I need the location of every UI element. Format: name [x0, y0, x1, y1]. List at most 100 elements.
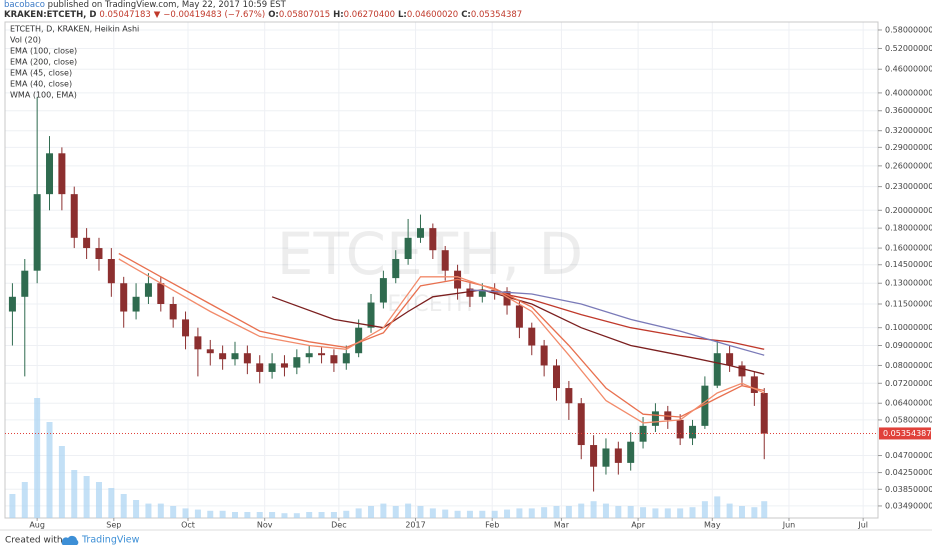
volume-bar [293, 513, 300, 518]
candle-body [144, 283, 152, 297]
volume-bar [182, 508, 189, 518]
published: published on TradingView.com, May 22, 20… [47, 0, 286, 10]
c-label: C: [461, 10, 471, 20]
candle-body [478, 289, 486, 297]
volume-bar [454, 510, 461, 518]
volume-bar [343, 510, 350, 518]
candle-body [639, 425, 647, 442]
volume-bar [417, 506, 424, 518]
x-tick-label: Sep [106, 521, 121, 530]
volume-bar [677, 508, 684, 518]
y-tick-label: 0.40000000 [885, 88, 932, 97]
candle-body [689, 425, 697, 439]
volume-bar [701, 501, 708, 518]
y-tick-label: 0.05800000 [885, 415, 932, 424]
volume-bar [58, 446, 65, 518]
candle-body [70, 194, 78, 238]
volume-bar [553, 506, 560, 518]
x-tick-label: Dec [331, 521, 346, 530]
volume-bar [565, 506, 572, 518]
candle-body [268, 363, 276, 372]
y-tick-label: 0.16000000 [885, 244, 932, 253]
candle-body [33, 194, 41, 271]
chart-info: ETCETH, D, KRAKEN, Heikin Ashi [10, 25, 139, 34]
open: 0.05807015 [278, 10, 331, 20]
y-tick-label: 0.29000000 [885, 143, 932, 152]
y-tick-label: 0.08000000 [885, 361, 932, 370]
volume-bar [269, 512, 276, 518]
candle-body [713, 353, 721, 386]
x-tick-label: Oct [181, 521, 195, 530]
y-tick-label: 0.14500000 [885, 260, 932, 269]
candle-body [107, 259, 115, 284]
low: 0.04600020 [406, 10, 459, 20]
x-tick-label: Nov [257, 521, 273, 530]
h-label: H: [333, 10, 344, 20]
y-tick-label: 0.03490000 [885, 501, 932, 510]
y-tick-label: 0.23000000 [885, 182, 932, 191]
y-tick-label: 0.52000000 [885, 44, 932, 53]
candle-body [651, 411, 659, 426]
volume-bar [405, 503, 412, 518]
footer-brand[interactable]: TradingView [81, 535, 140, 546]
candle-body [120, 283, 128, 312]
y-tick-label: 0.32000000 [885, 126, 932, 135]
indicator-line [469, 289, 765, 356]
legend-entry: EMA (200, close) [10, 58, 77, 67]
x-tick-label: May [704, 521, 721, 530]
candle-body [46, 153, 54, 195]
candle-body [330, 355, 338, 364]
volume-bar [738, 506, 745, 518]
legend-entry: Vol (20) [10, 36, 41, 45]
arrow: ▼ [153, 10, 161, 20]
candle-body [503, 291, 511, 306]
volume-bar [541, 507, 548, 518]
x-tick-label: Jun [782, 521, 796, 530]
volume-bar [380, 503, 387, 518]
volume-bar [578, 503, 585, 518]
x-tick-label: Aug [29, 521, 45, 530]
y-tick-label: 0.26000000 [885, 161, 932, 170]
volume-bar [194, 509, 201, 518]
x-tick-label: 2017 [405, 521, 425, 530]
volume-bar [83, 476, 90, 518]
y-tick-label: 0.46000000 [885, 65, 932, 74]
y-tick-label: 0.09000000 [885, 341, 932, 350]
candle-body [726, 353, 734, 366]
y-tick-label: 0.11500000 [885, 300, 932, 309]
candle-body [590, 445, 598, 467]
candle-body [355, 327, 363, 354]
volume-bar [318, 512, 325, 518]
volume-bar [726, 503, 733, 518]
candle-body [293, 357, 301, 368]
candle-body [379, 278, 387, 303]
y-tick-label: 0.36000000 [885, 106, 932, 115]
candle-body [21, 270, 29, 297]
volume-bar [640, 507, 647, 518]
candle-body [280, 363, 288, 368]
volume-bar [34, 398, 41, 518]
candle-body [750, 376, 758, 393]
volume-bar [244, 512, 251, 518]
author[interactable]: bacobaco [4, 0, 45, 10]
candle-body [219, 353, 227, 360]
footer-logo [61, 535, 79, 545]
volume-bar [207, 510, 214, 518]
volume-bar [442, 509, 449, 518]
candle-body [318, 353, 326, 356]
volume-bar [664, 508, 671, 518]
volume-bar [46, 422, 53, 518]
candle-body [515, 305, 523, 328]
volume-bar [145, 503, 152, 518]
candle-body [565, 388, 573, 404]
change: −0.00419483 (−7.67%) [163, 10, 266, 20]
candle-body [614, 448, 622, 463]
candle-body [157, 283, 165, 305]
candle-body [169, 304, 177, 320]
candle-body [577, 403, 585, 446]
high: 0.06270400 [343, 10, 396, 20]
y-tick-label: 0.20000000 [885, 206, 932, 215]
y-tick-label: 0.06400000 [885, 399, 932, 408]
